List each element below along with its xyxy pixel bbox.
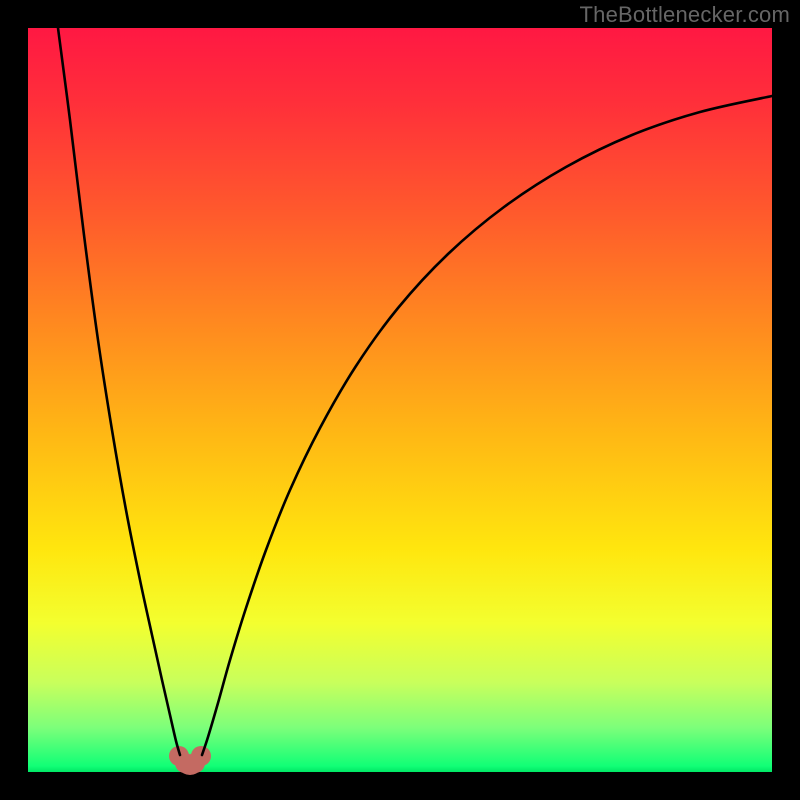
watermark-text: TheBottlenecker.com <box>580 2 790 28</box>
chart-stage: TheBottlenecker.com <box>0 0 800 800</box>
bottleneck-chart <box>0 0 800 800</box>
plot-background <box>28 28 772 772</box>
dip-marker-dot <box>191 746 211 766</box>
